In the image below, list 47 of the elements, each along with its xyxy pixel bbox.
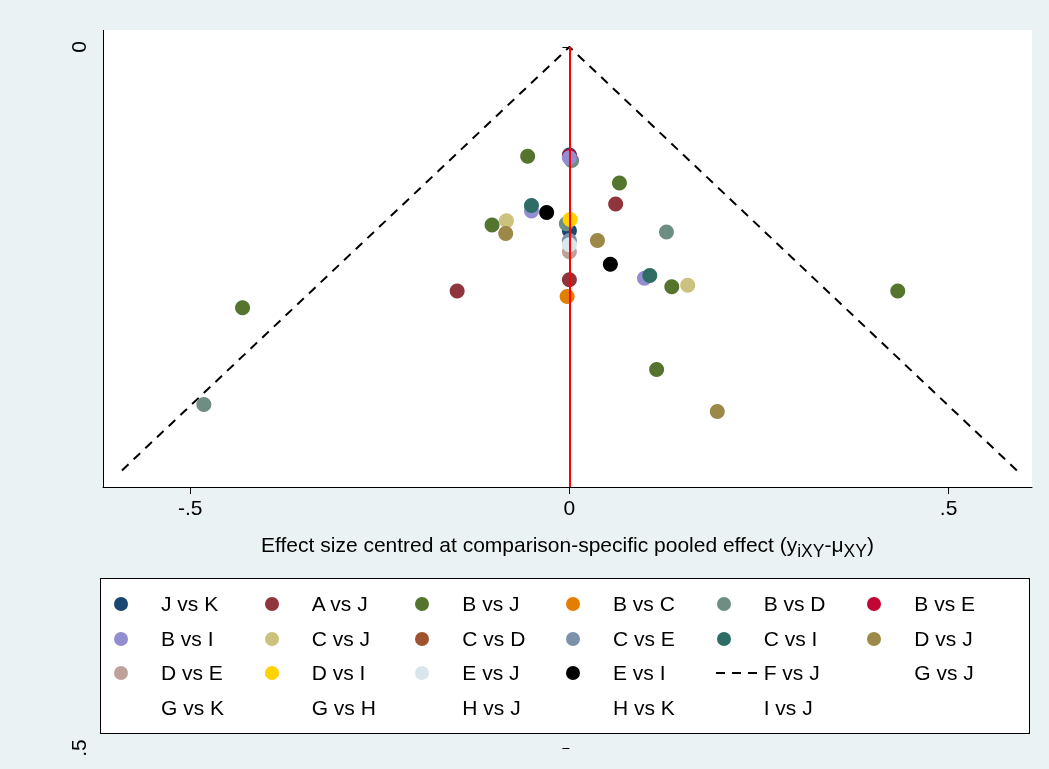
x-tick-label: .5 (939, 496, 958, 519)
legend-label: C vs J (311, 626, 370, 651)
point (589, 232, 605, 248)
legend-label: D vs J (914, 626, 973, 651)
text: H vs K (613, 695, 675, 720)
legend-label: C vs E (613, 626, 675, 651)
point (602, 256, 618, 272)
x-axis-title: Effect size centred at comparison-specific pooled effect (y$_{iXY}$-μ$_{XY}$) (260, 533, 875, 563)
legend-label: E vs J (462, 661, 520, 686)
legend-label: E vs I (613, 661, 666, 686)
text: G vs K (161, 695, 225, 720)
point (658, 224, 674, 240)
point (649, 361, 665, 377)
legend-label: F vs J (763, 661, 820, 686)
point (520, 148, 536, 164)
point (642, 268, 658, 284)
legend-label: B vs I (161, 626, 214, 651)
legend-label: D vs E (161, 661, 223, 686)
text: G vs J (914, 661, 974, 686)
point (523, 197, 539, 213)
legend-label: B vs J (462, 592, 520, 617)
legend-label: C vs D (462, 626, 526, 651)
legend-label: B vs E (914, 592, 976, 617)
point (449, 283, 465, 299)
point (664, 279, 680, 295)
legend-label: C vs I (763, 626, 818, 651)
point (611, 175, 627, 191)
legend-label: J vs K (161, 592, 219, 617)
legend-label: D vs I (311, 661, 366, 686)
point (498, 225, 514, 241)
legend-label: B vs D (763, 592, 826, 617)
point (709, 404, 725, 420)
point (890, 283, 906, 299)
point (235, 300, 251, 316)
x-tick-label: -.5 (177, 496, 203, 519)
point (196, 397, 212, 413)
text: I vs J (763, 695, 813, 720)
legend-label: B vs C (613, 592, 675, 617)
point (484, 217, 500, 233)
legend-label: A vs J (311, 592, 368, 617)
point (539, 204, 555, 220)
text: G vs H (311, 695, 376, 720)
point (498, 213, 514, 229)
point (680, 277, 696, 293)
point (608, 196, 624, 212)
x-tick-label: 0 (563, 496, 576, 519)
text: H vs J (462, 695, 521, 720)
